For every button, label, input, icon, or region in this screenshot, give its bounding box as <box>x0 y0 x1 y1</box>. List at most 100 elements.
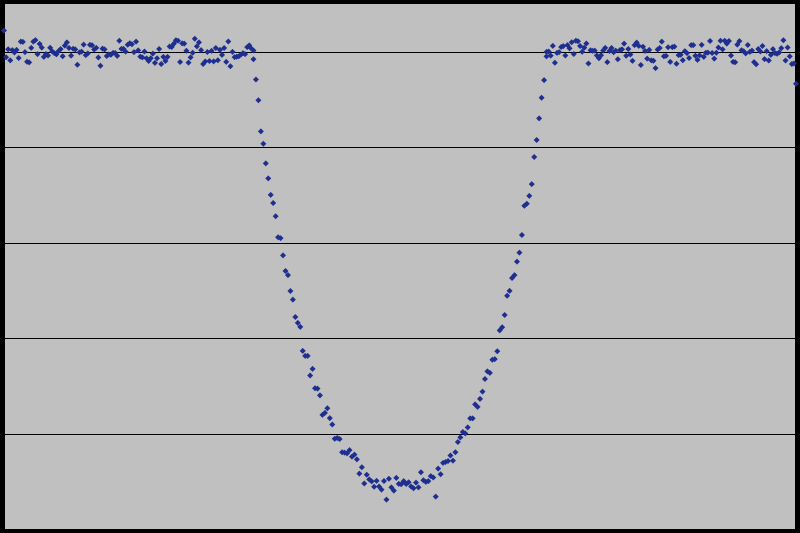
data-point <box>16 55 22 61</box>
data-point <box>507 288 513 294</box>
data-point <box>780 37 786 43</box>
data-point <box>516 250 522 256</box>
data-point <box>745 42 751 48</box>
data-point <box>317 392 323 398</box>
data-point <box>526 193 532 199</box>
data-point <box>759 43 765 49</box>
data-point <box>22 49 28 55</box>
data-point <box>273 213 279 219</box>
data-point <box>514 259 520 265</box>
data-point <box>707 38 713 44</box>
data-point <box>198 47 204 53</box>
data-point <box>250 56 256 62</box>
data-point <box>371 484 377 490</box>
data-point <box>177 59 183 65</box>
data-point <box>465 424 471 430</box>
data-point <box>477 396 483 402</box>
data-point <box>211 58 217 64</box>
data-point <box>185 60 191 66</box>
data-point <box>374 478 380 484</box>
data-point <box>327 415 333 421</box>
data-point <box>329 421 335 427</box>
data-point <box>270 200 276 206</box>
data-point <box>292 314 298 320</box>
data-point <box>494 348 500 354</box>
data-point <box>81 42 87 48</box>
data-point <box>263 160 269 166</box>
data-point <box>638 62 644 68</box>
data-point <box>287 288 293 294</box>
data-point <box>680 57 686 63</box>
data-point <box>785 45 791 51</box>
data-point <box>646 47 652 53</box>
scatter-series <box>4 4 796 529</box>
data-point <box>627 52 633 58</box>
data-point <box>764 48 770 54</box>
data-point <box>504 293 510 299</box>
data-point <box>265 175 271 181</box>
data-point <box>728 52 734 58</box>
data-point <box>667 59 673 65</box>
data-point <box>659 39 665 45</box>
data-point <box>435 466 441 472</box>
data-point <box>482 376 488 382</box>
data-point <box>183 48 189 54</box>
data-point <box>502 312 508 318</box>
data-point <box>310 366 316 372</box>
data-point <box>7 57 13 63</box>
data-point <box>699 42 705 48</box>
data-point <box>300 348 306 354</box>
data-point <box>253 77 259 83</box>
data-point <box>536 115 542 121</box>
plot-area <box>4 4 796 529</box>
data-point <box>604 59 610 65</box>
data-point <box>534 137 540 143</box>
data-point <box>68 53 74 59</box>
data-point <box>450 458 456 464</box>
data-point <box>97 63 103 69</box>
data-point <box>413 480 419 486</box>
data-point <box>550 43 556 49</box>
data-point <box>307 372 313 378</box>
data-point <box>258 128 264 134</box>
data-point <box>361 481 367 487</box>
data-point <box>415 484 421 490</box>
data-point <box>204 49 210 55</box>
data-point <box>653 65 659 71</box>
data-point <box>215 57 221 63</box>
data-point <box>621 41 627 47</box>
data-point <box>713 50 719 56</box>
data-point <box>60 53 66 59</box>
data-point <box>116 38 122 44</box>
data-point <box>156 46 162 52</box>
data-point <box>359 464 365 470</box>
data-point <box>28 45 34 51</box>
data-point <box>783 58 789 64</box>
data-point <box>225 39 231 45</box>
data-point <box>35 51 41 57</box>
data-point <box>519 232 525 238</box>
data-point <box>192 36 198 42</box>
data-point <box>585 60 591 66</box>
gridline <box>4 529 796 530</box>
data-point <box>3 54 9 60</box>
data-point <box>141 49 147 55</box>
data-point <box>418 469 424 475</box>
data-point <box>268 192 274 198</box>
data-point <box>230 49 236 55</box>
data-point <box>438 471 444 477</box>
data-point <box>674 61 680 67</box>
data-point <box>562 52 568 58</box>
data-point <box>95 54 101 60</box>
data-point <box>255 97 261 103</box>
data-point <box>356 471 362 477</box>
data-point <box>615 56 621 62</box>
data-point <box>280 252 286 258</box>
data-point <box>452 449 458 455</box>
data-point <box>447 452 453 458</box>
data-point <box>623 53 629 59</box>
data-point <box>260 141 266 147</box>
data-point <box>531 154 537 160</box>
data-point <box>711 56 717 62</box>
data-point <box>571 51 577 57</box>
